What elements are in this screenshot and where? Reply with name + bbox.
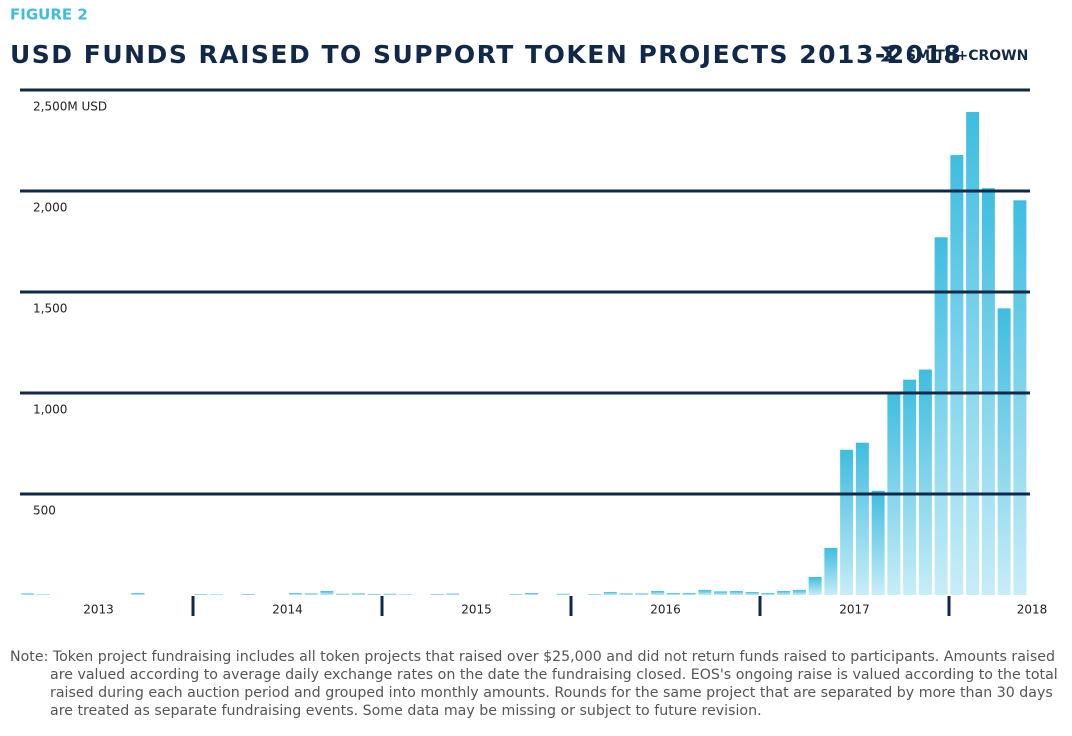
bar — [855, 442, 869, 595]
note: Note: Token project fundraising includes… — [10, 649, 1058, 719]
bar — [194, 594, 208, 595]
bar — [131, 592, 145, 595]
bar — [698, 589, 712, 595]
bar — [351, 593, 365, 595]
bar — [446, 593, 460, 595]
bar — [651, 590, 665, 595]
bar — [588, 594, 602, 595]
bar — [950, 155, 964, 595]
x-tick-label: 2014 — [272, 603, 303, 617]
figure-label: FIGURE 2 — [10, 6, 88, 24]
x-tick-label: 2018 — [1017, 603, 1048, 617]
bar — [840, 449, 854, 595]
y-tick-label: 1,500 — [33, 302, 67, 316]
bar — [777, 590, 791, 595]
bar — [934, 237, 948, 595]
logo-text: SMITH+CROWN — [906, 48, 1028, 64]
bar — [556, 593, 570, 595]
bar — [729, 590, 743, 595]
bar — [304, 593, 318, 595]
bar — [745, 591, 759, 595]
bar — [383, 593, 397, 595]
bar — [210, 594, 224, 595]
bar — [682, 592, 696, 595]
bar — [903, 379, 917, 595]
bar — [761, 592, 775, 595]
y-tick-label: 1,000 — [33, 403, 67, 417]
y-tick-label: 2,000 — [33, 201, 67, 215]
bar — [619, 593, 633, 595]
bar — [871, 490, 885, 595]
y-tick-label: 500 — [33, 504, 56, 518]
bar — [241, 593, 255, 595]
logo-icon — [880, 46, 898, 62]
y-tick-label: 2,500M USD — [33, 100, 107, 114]
bar — [336, 593, 350, 595]
bar — [808, 577, 822, 595]
bar — [966, 112, 980, 595]
x-tick-label: 2013 — [83, 603, 114, 617]
bar — [824, 547, 838, 595]
x-tick-label: 2015 — [461, 603, 492, 617]
bar — [288, 592, 302, 595]
bar — [603, 591, 617, 595]
bar — [509, 594, 523, 595]
bar — [525, 592, 539, 595]
bar — [918, 369, 932, 595]
bar — [36, 594, 50, 595]
chart-title: USD FUNDS RAISED TO SUPPORT TOKEN PROJEC… — [10, 40, 962, 69]
bar — [714, 591, 728, 595]
logo: SMITH+CROWN — [880, 46, 1028, 64]
x-tick-label: 2016 — [650, 603, 681, 617]
bar — [666, 592, 680, 595]
bar — [430, 594, 444, 595]
bar — [21, 593, 35, 595]
bar — [320, 590, 334, 595]
bar — [635, 593, 649, 595]
x-tick-label: 2017 — [839, 603, 870, 617]
bar — [367, 593, 381, 595]
bar — [997, 308, 1011, 595]
bar — [792, 589, 806, 595]
bar — [399, 594, 413, 595]
bar — [1013, 200, 1027, 596]
